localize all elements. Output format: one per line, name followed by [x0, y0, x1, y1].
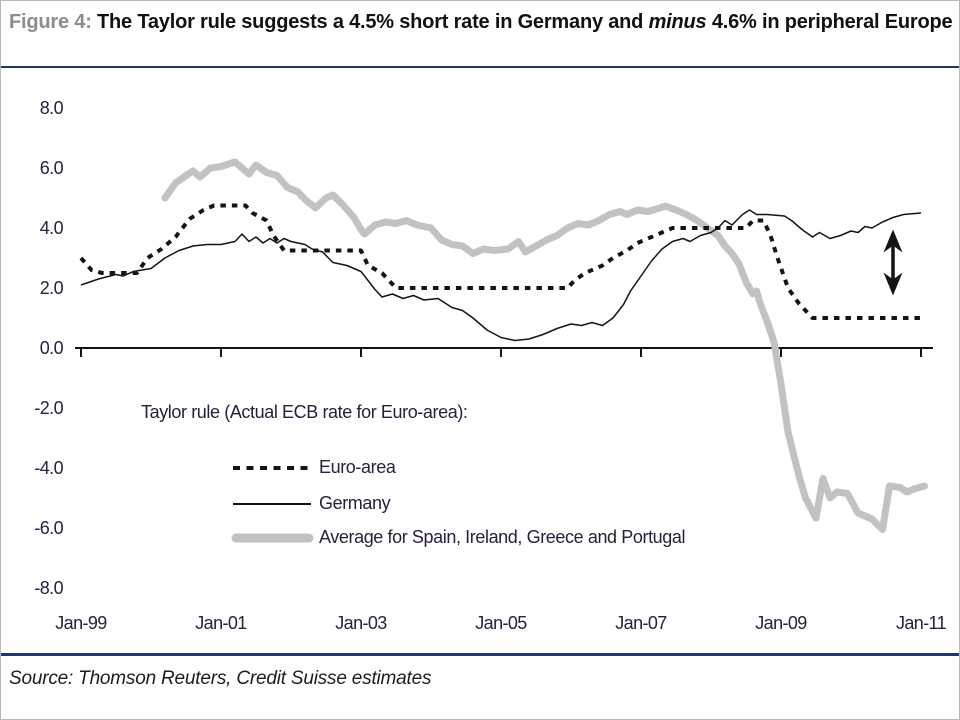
- y-axis-tick-label: 8.0: [39, 98, 64, 118]
- figure-title: Figure 4: The Taylor rule suggests a 4.5…: [9, 8, 953, 37]
- y-axis-tick-label: -2.0: [34, 398, 63, 418]
- title-text-part1: The Taylor rule suggests a 4.5% short ra…: [97, 11, 649, 33]
- x-axis-tick-label: Jan-99: [55, 613, 107, 633]
- series-line-germany: [80, 209, 922, 342]
- double-arrow-head-down: [883, 272, 903, 296]
- y-axis-tick-label: 2.0: [39, 278, 64, 298]
- source-separator-rule: [1, 653, 959, 656]
- figure-number-label: Figure 4:: [9, 11, 98, 33]
- series-line-average-for-spain-ireland-greece-and-portugal: [161, 158, 928, 533]
- y-axis-tick-label: 6.0: [39, 158, 64, 178]
- x-axis-tick-label: Jan-11: [895, 613, 947, 633]
- legend-title: Taylor rule (Actual ECB rate for Euro-ar…: [141, 402, 468, 422]
- x-axis-tick-label: Jan-05: [475, 613, 527, 633]
- title-text-italic: minus: [648, 11, 707, 33]
- y-axis-tick-label: -8.0: [34, 578, 63, 598]
- x-axis-tick-label: Jan-03: [335, 613, 387, 633]
- legend-label-euro-area: Euro-area: [319, 457, 396, 477]
- title-text-part2: 4.6% in peripheral Europe: [706, 11, 953, 33]
- y-axis-tick-label: -4.0: [34, 458, 63, 478]
- x-axis-tick-label: Jan-07: [615, 613, 667, 633]
- double-arrow-head-up: [883, 229, 903, 253]
- x-axis-tick-label: Jan-01: [195, 613, 247, 633]
- y-axis-tick-label: 0.0: [39, 338, 64, 358]
- legend-label-germany: Germany: [319, 493, 391, 513]
- y-axis-tick-label: 4.0: [39, 218, 64, 238]
- series-line-euro-area: [79, 203, 925, 320]
- x-axis-tick-label: Jan-09: [755, 613, 807, 633]
- title-underline-rule: [1, 66, 959, 68]
- legend-label-peripheral-average: Average for Spain, Ireland, Greece and P…: [319, 527, 686, 547]
- y-axis-tick-label: -6.0: [34, 518, 63, 538]
- source-note: Source: Thomson Reuters, Credit Suisse e…: [9, 668, 432, 689]
